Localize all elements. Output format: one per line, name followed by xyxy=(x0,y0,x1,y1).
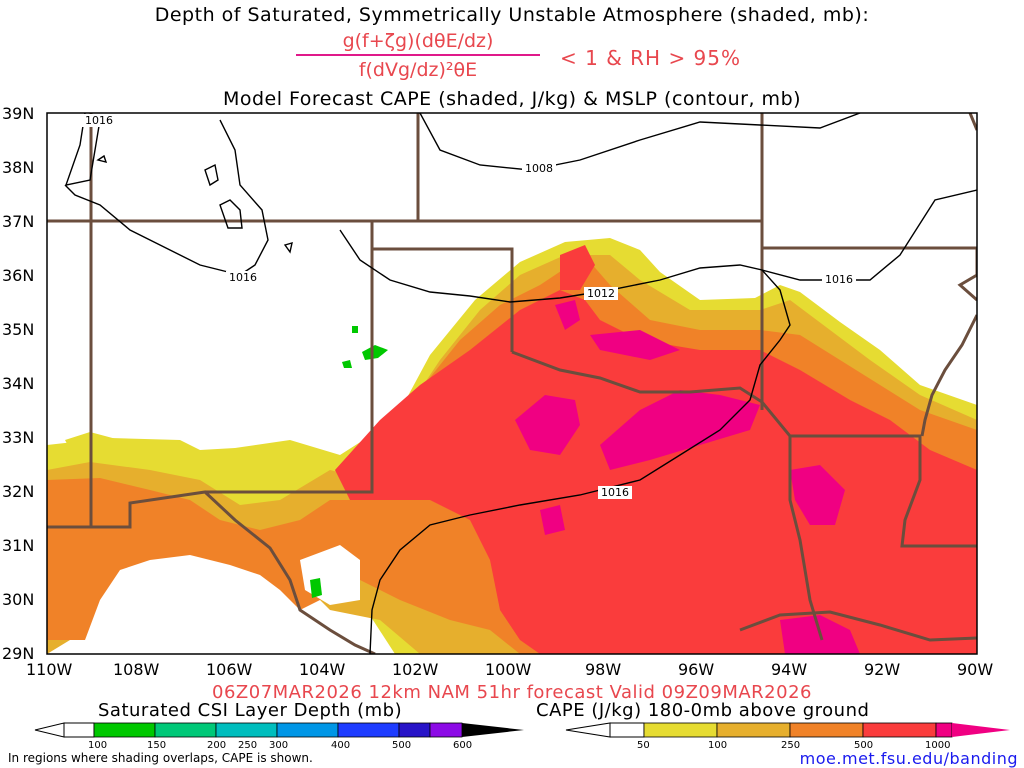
csi-swatch-2 xyxy=(154,722,217,738)
contour-label-1016-w: 1016 xyxy=(229,271,257,284)
cape-tick-50: 50 xyxy=(637,740,650,751)
cape-swatch-2 xyxy=(716,722,791,738)
mslp-contours xyxy=(64,113,977,654)
contour-label-1016-s: 1016 xyxy=(601,486,629,499)
ratio-formula: g(f+ζg)(dθE/dz) f(dVg/dz)²θE xyxy=(296,30,540,81)
lon-label-90w: 90W xyxy=(957,660,994,679)
csi-tick-400: 400 xyxy=(331,740,350,751)
lon-label-106w: 106W xyxy=(206,660,253,679)
lon-label-108w: 108W xyxy=(113,660,160,679)
csi-tick-200: 200 xyxy=(207,740,226,751)
cape-swatch-1 xyxy=(643,722,718,738)
csi-tick-600: 600 xyxy=(453,740,472,751)
cape-tick-1000: 1000 xyxy=(925,740,950,751)
lat-label-37n: 37N xyxy=(2,212,35,231)
csi-swatch-7 xyxy=(429,722,463,738)
csi-swatch-4 xyxy=(276,722,339,738)
lon-label-94w: 94W xyxy=(771,660,808,679)
csi-swatch-6 xyxy=(398,722,431,738)
colorbars: 100 150 200 250 300 400 500 600 50 100 2… xyxy=(34,722,1010,751)
political-borders xyxy=(47,113,977,654)
map-frame xyxy=(46,112,978,655)
lat-label-38n: 38N xyxy=(2,158,35,177)
lon-label-102w: 102W xyxy=(392,660,439,679)
cape-colorbar-ticks: 50 100 250 500 1000 xyxy=(637,740,950,751)
lon-label-100w: 100W xyxy=(485,660,532,679)
lat-label-35n: 35N xyxy=(2,320,35,339)
lon-label-96w: 96W xyxy=(678,660,715,679)
formula-denominator: f(dVg/dz)²θE xyxy=(358,59,478,81)
contour-label-group: 1016 1008 1016 1012 1016 1016 xyxy=(82,114,856,499)
title-line-3: Model Forecast CAPE (shaded, J/kg) & MSL… xyxy=(222,88,802,110)
contour-label-1016-ne: 1016 xyxy=(825,273,853,286)
overlap-note: In regions where shading overlaps, CAPE … xyxy=(8,751,313,765)
cape-colorbar xyxy=(565,722,1010,738)
lon-label-110w: 110W xyxy=(26,660,73,679)
lat-label-39n: 39N xyxy=(2,104,35,123)
fraction-bar xyxy=(296,54,540,56)
cape-tick-250: 250 xyxy=(781,740,800,751)
cape-tick-100: 100 xyxy=(708,740,727,751)
contour-label-1008: 1008 xyxy=(525,162,553,175)
lon-label-104w: 104W xyxy=(299,660,346,679)
csi-tick-250: 250 xyxy=(238,740,257,751)
lat-label-33n: 33N xyxy=(2,428,35,447)
cape-tick-500: 500 xyxy=(854,740,873,751)
csi-colorbar-title: Saturated CSI Layer Depth (mb) xyxy=(98,700,403,721)
lat-label-36n: 36N xyxy=(2,266,35,285)
formula-numerator: g(f+ζg)(dθE/dz) xyxy=(342,30,494,52)
csi-tick-100: 100 xyxy=(88,740,107,751)
lat-label-31n: 31N xyxy=(2,536,35,555)
title-line-1: Depth of Saturated, Symmetrically Unstab… xyxy=(154,4,870,26)
cape-swatch-4 xyxy=(862,722,937,738)
lat-label-34n: 34N xyxy=(2,374,35,393)
cape-colorbar-title: CAPE (J/kg) 180-0mb above ground xyxy=(536,700,870,721)
contour-label-1012: 1012 xyxy=(587,287,615,300)
csi-colorbar xyxy=(34,722,524,738)
csi-colorbar-ticks: 100 150 200 250 300 400 500 600 xyxy=(88,740,472,751)
lat-label-30n: 30N xyxy=(2,590,35,609)
csi-tick-150: 150 xyxy=(147,740,166,751)
cape-swatch-5 xyxy=(935,722,953,738)
csi-tick-500: 500 xyxy=(392,740,411,751)
csi-swatch-5 xyxy=(337,722,400,738)
forecast-valid-line: 06Z07MAR2026 12km NAM 51hr forecast Vali… xyxy=(212,682,812,703)
csi-swatch-1 xyxy=(93,722,156,738)
contour-label-1016-nw: 1016 xyxy=(85,114,113,127)
cape-shading xyxy=(47,238,977,654)
lat-label-29n: 29N xyxy=(2,644,35,663)
lon-label-92w: 92W xyxy=(864,660,901,679)
csi-swatch-3 xyxy=(215,722,278,738)
lat-label-32n: 32N xyxy=(2,482,35,501)
source-credit[interactable]: moe.met.fsu.edu/banding xyxy=(799,749,1018,768)
csi-tick-300: 300 xyxy=(269,740,288,751)
lon-label-98w: 98W xyxy=(585,660,622,679)
cape-swatch-3 xyxy=(789,722,864,738)
formula-condition: < 1 & RH > 95% xyxy=(560,46,742,70)
